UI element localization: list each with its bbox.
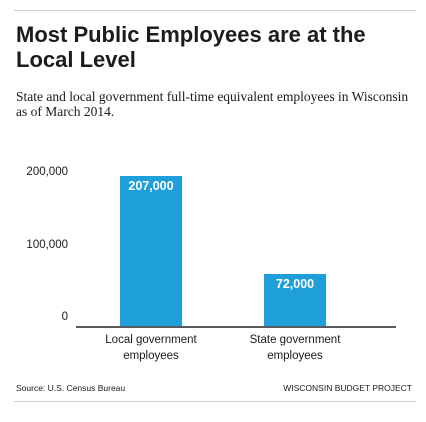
chart-title: Most Public Employees are at the Local L… bbox=[16, 22, 366, 72]
x-category-label: Local government employees bbox=[105, 334, 197, 362]
source-note: Source: U.S. Census Bureau bbox=[16, 383, 126, 393]
x-axis-baseline bbox=[76, 326, 396, 328]
y-tick-label: 100,000 bbox=[26, 238, 68, 251]
bar bbox=[264, 273, 326, 326]
bar-value-label: 207,000 bbox=[128, 179, 174, 193]
bar-value-label: 72,000 bbox=[275, 276, 315, 291]
credit-note: WISCONSIN BUDGET PROJECT bbox=[283, 383, 412, 393]
x-category-label: State government employees bbox=[249, 334, 341, 362]
chart-subtitle: State and local government full-time equ… bbox=[16, 89, 409, 119]
y-tick-label: 0 bbox=[61, 311, 68, 323]
top-divider bbox=[14, 10, 416, 11]
bottom-divider bbox=[14, 401, 416, 402]
bar bbox=[120, 176, 182, 326]
y-tick-label: 200,000 bbox=[26, 166, 68, 179]
